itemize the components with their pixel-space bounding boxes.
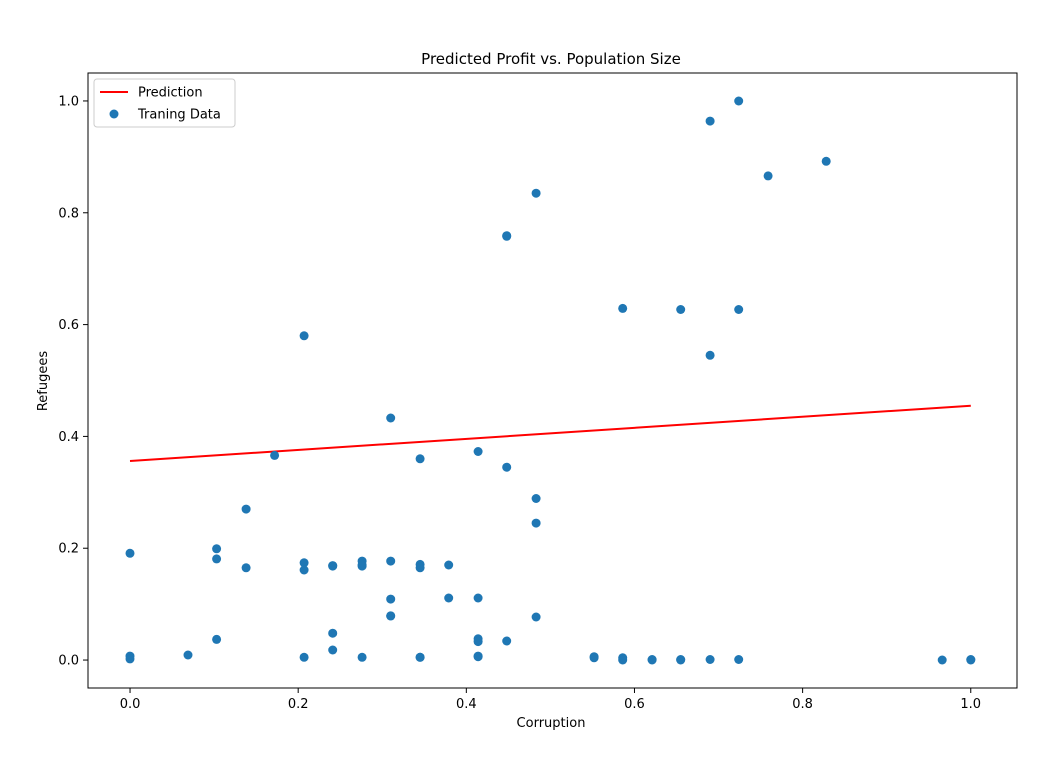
- y-tick-label: 0.0: [58, 654, 79, 669]
- data-point: [328, 628, 338, 638]
- x-tick-label: 0.2: [288, 697, 309, 712]
- data-point: [299, 331, 309, 341]
- data-point: [705, 655, 715, 664]
- data-point: [386, 611, 396, 621]
- data-point: [734, 655, 744, 664]
- y-tick-label: 1.0: [58, 94, 79, 109]
- data-point: [821, 156, 831, 166]
- legend: Prediction Traning Data: [93, 78, 236, 128]
- data-point: [676, 655, 686, 665]
- data-point: [502, 636, 512, 646]
- data-point: [502, 462, 512, 472]
- data-point: [241, 563, 251, 573]
- data-point: [125, 654, 135, 664]
- data-point: [357, 652, 367, 662]
- data-point: [270, 450, 280, 460]
- x-tick-label: 1.0: [960, 697, 981, 712]
- data-point: [299, 558, 309, 568]
- data-point: [531, 494, 541, 503]
- y-tick-label: 0.2: [58, 542, 79, 557]
- data-point: [386, 594, 396, 604]
- data-point: [386, 413, 396, 423]
- axes: 0.0 0.2 0.4 0.6 0.8 1.0 0.0 0.2 0.4 0.6 0.8 1.0: [58, 72, 1018, 712]
- data-point: [531, 518, 541, 528]
- data-point: [618, 655, 628, 665]
- legend-box: [93, 78, 236, 128]
- data-point: [531, 612, 541, 622]
- data-point: [241, 504, 251, 514]
- data-point: [531, 188, 541, 198]
- data-point: [937, 655, 947, 665]
- data-point: [734, 305, 744, 314]
- legend-label: Traning Data: [137, 108, 221, 123]
- data-point: [415, 454, 425, 464]
- x-tick-label: 0.8: [792, 697, 813, 712]
- data-point: [328, 561, 338, 571]
- data-point: [444, 593, 454, 603]
- legend-label: Prediction: [138, 86, 203, 101]
- data-point: [386, 556, 396, 566]
- data-point: [415, 652, 425, 662]
- plot-area: [125, 96, 976, 665]
- data-point: [444, 560, 454, 570]
- data-point: [705, 350, 715, 360]
- data-point: [357, 561, 367, 571]
- data-point: [328, 645, 338, 655]
- data-point: [125, 548, 135, 558]
- x-tick-label: 0.6: [624, 697, 645, 712]
- y-tick-label: 0.8: [58, 206, 79, 221]
- x-tick-label: 0.4: [456, 697, 477, 712]
- y-tick-label: 0.4: [58, 430, 79, 445]
- data-point: [415, 563, 425, 573]
- data-point: [589, 653, 599, 663]
- data-point: [473, 593, 483, 603]
- data-point: [966, 655, 976, 665]
- chart-title: Predicted Profit vs. Population Size: [421, 50, 681, 68]
- data-point: [502, 231, 512, 241]
- data-point: [473, 447, 483, 456]
- prediction-line: [129, 404, 971, 462]
- legend-marker-swatch: [109, 109, 119, 119]
- data-point: [183, 650, 193, 660]
- y-axis-label: Refugees: [36, 351, 51, 412]
- data-point: [212, 554, 222, 564]
- data-point: [647, 655, 657, 665]
- data-point: [734, 96, 744, 106]
- data-point: [212, 634, 222, 644]
- data-point: [705, 116, 715, 126]
- data-point: [618, 303, 628, 313]
- data-point: [299, 565, 309, 575]
- x-tick-label: 0.0: [120, 697, 141, 712]
- data-point: [299, 652, 309, 662]
- x-axis-label: Corruption: [517, 716, 586, 731]
- y-tick-label: 0.6: [58, 318, 79, 333]
- data-point: [763, 171, 773, 181]
- data-point: [676, 305, 686, 314]
- data-point: [473, 637, 483, 647]
- data-point: [473, 651, 483, 661]
- axes-frame: [87, 72, 1018, 689]
- data-point: [212, 544, 222, 554]
